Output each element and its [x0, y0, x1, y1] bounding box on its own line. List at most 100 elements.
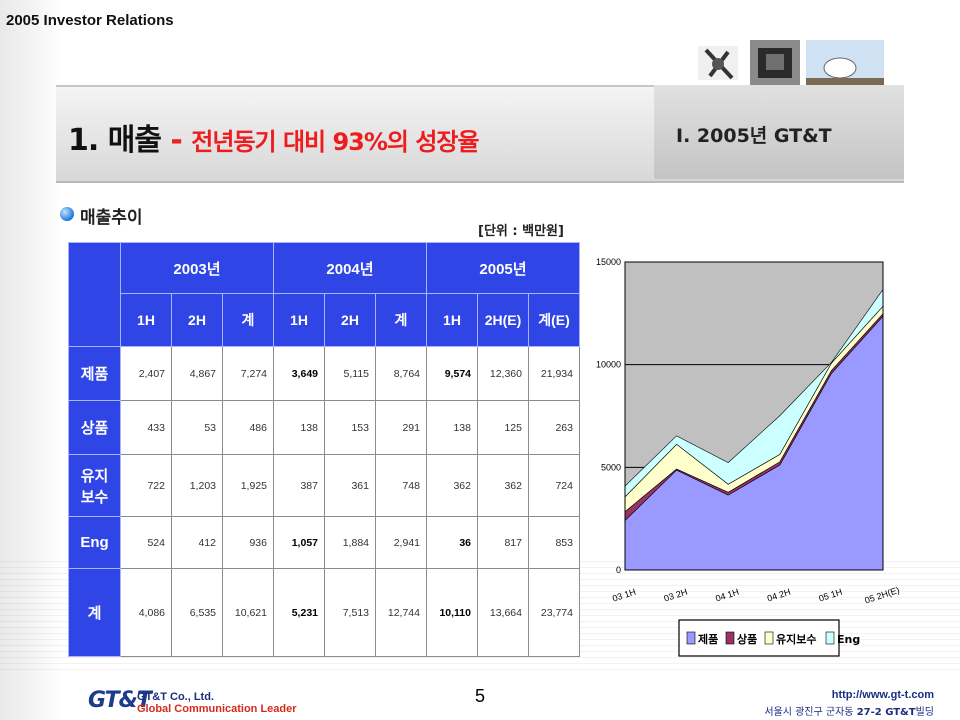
table-cell: 10,110 [426, 568, 478, 657]
x-tick-label: 04 2H [766, 587, 792, 604]
table-cell: 13,664 [477, 568, 529, 657]
table-cell: 817 [477, 516, 529, 569]
address-building: 27-2 GT&T [856, 707, 916, 718]
table-row: 계 4,086 6,535 10,621 5,231 7,513 12,744 10,110 1… [68, 568, 580, 657]
y-tick-label: 0 [616, 565, 621, 575]
row-header: 제품 [68, 346, 121, 401]
half-header: 2H [324, 293, 376, 347]
y-tick-label: 15000 [596, 257, 621, 267]
table-cell: 362 [426, 454, 478, 517]
table-cell: 4,086 [120, 568, 172, 657]
website-link[interactable]: http://www.gt-t.com [831, 689, 934, 701]
half-header: 1H [273, 293, 325, 347]
half-header: 계 [375, 293, 427, 347]
table-cell: 4,867 [171, 346, 223, 401]
table-cell: 486 [222, 400, 274, 455]
logo-text: GT&T [88, 688, 152, 713]
document-title: 2005 Investor Relations [6, 12, 174, 29]
table-cell: 1,057 [273, 516, 325, 569]
table-cell: 361 [324, 454, 376, 517]
table-cell: 936 [222, 516, 274, 569]
table-cell: 433 [120, 400, 172, 455]
table-cell: 8,764 [375, 346, 427, 401]
legend-swatch [764, 631, 774, 645]
y-tick-label: 10000 [596, 360, 621, 370]
row-header: 상품 [68, 400, 121, 455]
table-cell: 53 [171, 400, 223, 455]
table-cell: 748 [375, 454, 427, 517]
table-cell: 36 [426, 516, 478, 569]
company-address: 서울시 광진구 군자동 27-2 GT&T빌딩 [764, 703, 934, 718]
table-cell: 722 [120, 454, 172, 517]
table-cell: 853 [528, 516, 580, 569]
bullet-icon [60, 207, 74, 221]
table-cell: 2,941 [375, 516, 427, 569]
half-header: 계 [222, 293, 274, 347]
table-cell: 153 [324, 400, 376, 455]
table-cell: 12,360 [477, 346, 529, 401]
half-header: 2H(E) [477, 293, 529, 347]
table-cell: 9,574 [426, 346, 478, 401]
table-cell: 291 [375, 400, 427, 455]
half-header-row: 1H 2H 계 1H 2H 계 1H 2H(E) 계(E) [69, 293, 580, 347]
address-prefix: 서울시 광진구 군자동 [764, 707, 854, 718]
company-logo: GT&T [88, 688, 152, 713]
table-cell: 1,884 [324, 516, 376, 569]
row-header: 계 [68, 568, 121, 657]
table-cell: 21,934 [528, 346, 580, 401]
page-number: 5 [474, 686, 485, 706]
table-cell: 138 [273, 400, 325, 455]
legend-box [678, 619, 840, 657]
table-cell: 1,203 [171, 454, 223, 517]
address-suffix: 빌딩 [915, 707, 934, 718]
table-cell: 362 [477, 454, 529, 517]
x-tick-label: 03 2H [663, 587, 689, 604]
slide-title-separator: - [170, 123, 182, 158]
year-header: 2003년 [120, 242, 274, 294]
table-cell: 263 [528, 400, 580, 455]
table-row: 상품 433 53 486 138 153 291 138 125 263 [68, 400, 580, 455]
table-cell: 7,274 [222, 346, 274, 401]
table-cell: 6,535 [171, 568, 223, 657]
legend-swatch [686, 631, 696, 645]
table-cell: 387 [273, 454, 325, 517]
legend-label: 상품 [737, 632, 757, 646]
slide-title-subtitle: 전년동기 대비 93%의 성장율 [191, 128, 479, 156]
table-cell: 5,231 [273, 568, 325, 657]
company-slogan: Global Communication Leader [137, 703, 297, 715]
row-header: 유지 보수 [68, 454, 121, 517]
table-cell: 2,407 [120, 346, 172, 401]
table-cell: 12,744 [375, 568, 427, 657]
half-header: 1H [426, 293, 478, 347]
row-header-line: 보수 [80, 488, 109, 506]
chapter-label: Ⅰ. 2005년 GT&T [676, 125, 832, 147]
sales-table: 2003년 2004년 2005년 1H 2H 계 1H 2H 계 1H 2H(E) 계(E) … [68, 242, 580, 657]
table-cell: 125 [477, 400, 529, 455]
slide-title-main: 1. 매출 [68, 123, 162, 158]
table-cell: 724 [528, 454, 580, 517]
legend-swatch [725, 631, 735, 645]
half-header: 2H [171, 293, 223, 347]
table-corner [68, 242, 121, 347]
table-cell: 5,115 [324, 346, 376, 401]
sales-area-chart: 0 5000 10000 15000 03 1H 03 2H 04 1H 04 2H 05 1H… [596, 257, 901, 657]
table-cell: 1,925 [222, 454, 274, 517]
title-banner-right-panel [654, 85, 904, 179]
x-tick-label: 05 2H(E) [863, 585, 900, 606]
unit-label: [단위 : 백만원] [478, 224, 564, 239]
year-header: 2005년 [426, 242, 580, 294]
table-body: 제품 2,407 4,867 7,274 3,649 5,115 8,764 9,574 12,… [68, 346, 580, 657]
row-header: Eng [68, 516, 121, 569]
plot-frame [624, 261, 884, 571]
y-tick-label: 5000 [601, 462, 621, 472]
page-background-left [0, 0, 60, 720]
legend-label: 제품 [698, 632, 718, 646]
year-header: 2004년 [273, 242, 427, 294]
legend-label: Eng [837, 633, 860, 646]
table-row: Eng 524 412 936 1,057 1,884 2,941 36 817 853 [68, 516, 580, 569]
half-header: 1H [120, 293, 172, 347]
decorative-equipment-images [698, 40, 884, 86]
table-cell: 412 [171, 516, 223, 569]
slide-title: 1. 매출 - 전년동기 대비 93%의 성장율 [68, 115, 480, 159]
half-header: 계(E) [528, 293, 580, 347]
